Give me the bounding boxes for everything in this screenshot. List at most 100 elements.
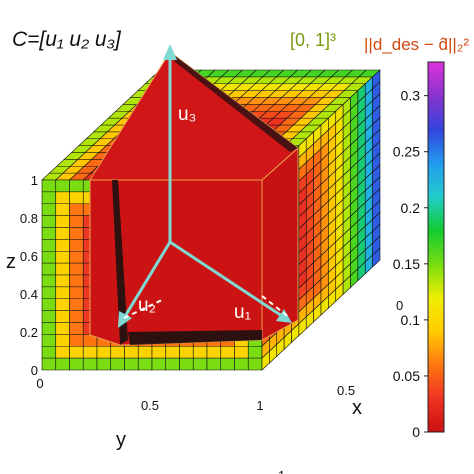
front-cell — [55, 345, 70, 359]
front-cell — [124, 357, 139, 371]
front-cell — [69, 334, 84, 347]
front-cell — [247, 345, 263, 359]
front-cell — [41, 286, 57, 300]
colorbar-title: ||d_des − d̂||₂² — [364, 35, 469, 54]
front-cell — [247, 357, 263, 371]
front-cell — [55, 322, 70, 335]
front-cell — [82, 357, 98, 371]
front-cell — [69, 239, 84, 252]
vector-u1-projection — [261, 295, 291, 319]
tick-label: 0.8 — [20, 211, 38, 226]
tick-label: 0.2 — [401, 200, 421, 216]
front-cell — [41, 239, 57, 252]
front-cell — [55, 239, 70, 252]
tick-label: 1 — [278, 468, 285, 474]
front-cell — [41, 334, 57, 347]
interior-shadow-top — [170, 52, 298, 152]
tick-label: 0.5 — [141, 398, 159, 413]
front-cell — [234, 345, 249, 359]
tick-label: 0.25 — [393, 144, 420, 160]
front-cell — [206, 345, 222, 359]
vector-u3 — [163, 44, 177, 242]
front-cell — [69, 310, 84, 323]
front-cell — [41, 191, 57, 205]
front-cell — [69, 298, 84, 311]
tick-label: 0.15 — [393, 256, 420, 272]
front-cell — [41, 298, 57, 311]
tick-label: 0 — [412, 424, 420, 440]
tick-label: 0.6 — [20, 249, 38, 264]
front-cell — [55, 310, 70, 323]
front-cell — [234, 357, 249, 371]
tick-label: 1 — [31, 173, 38, 188]
front-cell — [41, 310, 57, 323]
front-cell — [96, 357, 112, 371]
front-cell — [55, 227, 70, 240]
front-cell — [41, 322, 57, 335]
front-cell — [55, 262, 70, 276]
front-cell — [55, 274, 70, 288]
y-axis-ticks: 00.5 1 — [36, 376, 263, 413]
y-axis-label: y — [116, 429, 126, 451]
front-cell — [41, 203, 57, 216]
front-cell — [41, 262, 57, 276]
front-cell — [55, 179, 70, 193]
front-cell — [69, 227, 84, 240]
front-cell — [41, 227, 57, 240]
tick-label: 0 — [36, 376, 43, 391]
front-cell — [55, 203, 70, 216]
interior-shadow-left — [112, 180, 128, 345]
vector-u1-label: u₁ — [234, 302, 251, 323]
vector-u2-projection — [123, 299, 163, 319]
front-cell — [41, 274, 57, 288]
front-cell — [206, 357, 222, 371]
x-axis-ticks: 10.50 — [278, 298, 403, 474]
front-cell — [69, 345, 84, 359]
front-cell — [55, 250, 70, 264]
z-axis-ticks: 0 0.2 0.4 0.6 0.8 1 — [20, 173, 38, 378]
tick-label: 0.4 — [20, 287, 38, 302]
front-cell — [69, 215, 84, 228]
tick-label: 1 — [256, 398, 263, 413]
front-cell — [96, 345, 112, 359]
front-cell — [151, 357, 167, 371]
front-cell — [55, 298, 70, 311]
front-cell — [179, 357, 194, 371]
front-cell — [55, 191, 70, 205]
front-cell — [192, 345, 208, 359]
front-cell — [41, 250, 57, 264]
tick-label: 0 — [396, 298, 403, 313]
front-cell — [69, 262, 84, 276]
tick-label: 0.2 — [20, 325, 38, 340]
front-cell — [137, 357, 153, 371]
front-cell — [220, 357, 235, 371]
front-cell — [69, 286, 84, 300]
vector-u3-label: u₃ — [178, 104, 196, 125]
front-cell — [69, 357, 84, 371]
front-cell — [41, 357, 57, 371]
front-cell — [69, 203, 84, 216]
front-cell — [124, 345, 139, 359]
matrix-label: C=[u₁ u₂ u₃] — [12, 28, 122, 51]
colorbar — [427, 61, 445, 433]
side-cell — [372, 247, 381, 268]
front-cell — [110, 345, 125, 359]
front-cell — [165, 357, 180, 371]
front-cell — [69, 191, 84, 205]
front-cell — [41, 179, 57, 193]
front-cell — [220, 345, 235, 359]
front-cell — [69, 179, 84, 193]
front-cell — [55, 286, 70, 300]
vector-u2 — [118, 241, 172, 328]
front-cell — [110, 357, 125, 371]
front-cell — [82, 345, 98, 359]
front-cell — [151, 345, 167, 359]
interior-side-cut — [261, 146, 299, 341]
x-axis-label: x — [352, 397, 362, 419]
tick-label: 0.5 — [337, 383, 355, 398]
colorbar-ticks: 0 0.05 0.1 0.15 0.2 0.25 0.3 — [393, 88, 428, 440]
tick-label: 0 — [31, 363, 38, 378]
front-cell — [55, 215, 70, 228]
tick-label: 0.05 — [393, 368, 420, 384]
